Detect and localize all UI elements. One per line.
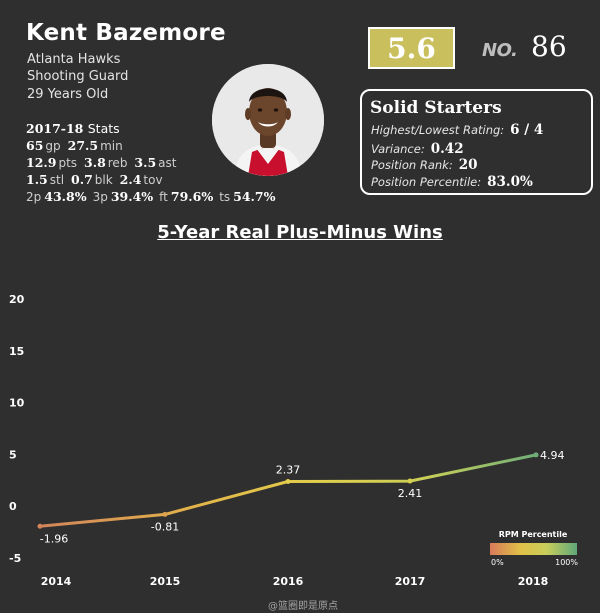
- x-tick-label: 2016: [273, 575, 304, 588]
- data-point: [533, 452, 539, 458]
- tier-row-variance: Variance: 0.42: [371, 141, 464, 157]
- tier-row-value: 0.42: [430, 141, 464, 157]
- stat-pts-label: pts: [58, 156, 78, 170]
- x-tick-label: 2014: [41, 575, 72, 588]
- rank-label: NO.: [482, 40, 518, 61]
- tier-row-rating-range: Highest/Lowest Rating: 6 / 4: [371, 122, 543, 138]
- tier-row-label: Variance:: [371, 142, 425, 156]
- data-label: -0.81: [151, 520, 179, 533]
- stats-line-games: 65 gp 27.5 min: [26, 138, 126, 153]
- x-tick-label: 2018: [518, 575, 549, 588]
- legend-min-label: 0%: [491, 558, 504, 567]
- stat-blk: 0.7: [71, 172, 93, 187]
- tier-row-label: Position Rank:: [371, 158, 453, 172]
- tier-row-value: 20: [458, 157, 478, 173]
- stat-reb: 3.8: [84, 155, 106, 170]
- data-point: [285, 478, 291, 484]
- player-portrait-icon: [212, 64, 324, 176]
- season-stats-header: 2017-18 Stats: [26, 121, 120, 136]
- stat-blk-label: blk: [94, 173, 113, 187]
- season-stats-label: Stats: [87, 121, 120, 136]
- tier-row-position-percentile: Position Percentile: 83.0%: [371, 174, 533, 190]
- stat-ts-label: ts: [219, 190, 231, 204]
- legend-color-bar: [490, 543, 577, 555]
- data-label: 4.94: [540, 449, 565, 462]
- y-tick-label: 0: [9, 500, 17, 513]
- tier-row-label: Position Percentile:: [371, 175, 482, 189]
- data-label: 2.41: [398, 487, 423, 500]
- tier-row-value: 6 / 4: [510, 122, 544, 138]
- stat-2p-label: 2p: [26, 190, 42, 204]
- tier-row-label: Highest/Lowest Rating:: [371, 123, 505, 137]
- stat-3p: 39.4%: [110, 189, 154, 204]
- y-tick-label: 5: [9, 448, 17, 461]
- season-year: 2017-18: [26, 121, 84, 136]
- data-label: -1.96: [40, 532, 68, 545]
- watermark: @篮圈即是原点: [268, 601, 338, 612]
- player-age: 29 Years Old: [27, 87, 109, 102]
- stats-line-scoring: 12.9 pts 3.8 reb 3.5 ast: [26, 155, 179, 170]
- stat-ast-label: ast: [158, 156, 177, 170]
- x-tick-label: 2015: [150, 575, 181, 588]
- stat-stl: 1.5: [26, 172, 48, 187]
- tier-row-position-rank: Position Rank: 20: [371, 157, 478, 173]
- chart-title: 5-Year Real Plus-Minus Wins: [157, 222, 443, 243]
- stat-ast: 3.5: [134, 155, 157, 170]
- y-tick-label: 15: [9, 345, 24, 358]
- y-tick-label: 20: [9, 293, 25, 306]
- x-tick-label: 2017: [395, 575, 426, 588]
- stat-pts: 12.9: [26, 155, 57, 170]
- stat-gp-label: gp: [45, 139, 61, 153]
- stat-min-label: min: [100, 139, 123, 153]
- data-point: [162, 511, 168, 517]
- player-position: Shooting Guard: [27, 69, 129, 84]
- data-label: 2.37: [276, 463, 301, 476]
- tier-row-value: 83.0%: [487, 174, 533, 190]
- stat-ft: 79.6%: [170, 189, 214, 204]
- player-rating-badge: 5.6: [368, 27, 455, 69]
- stats-line-defense: 1.5 stl 0.7 blk 2.4 tov: [26, 172, 166, 187]
- y-tick-label: -5: [9, 552, 21, 565]
- stats-line-shooting: 2p 43.8% 3p 39.4% ft 79.6% ts 54.7%: [26, 189, 275, 204]
- player-name: Kent Bazemore: [26, 20, 226, 46]
- rank-number: 86: [531, 30, 567, 63]
- rpm-percentile-legend: RPM Percentile 0% 100%: [490, 530, 578, 567]
- stat-stl-label: stl: [49, 173, 65, 187]
- stat-reb-label: reb: [107, 156, 128, 170]
- data-point: [37, 523, 43, 529]
- stat-min: 27.5: [67, 138, 99, 153]
- stat-ts: 54.7%: [233, 189, 276, 204]
- stat-ft-label: ft: [159, 190, 168, 204]
- stat-tov: 2.4: [119, 172, 142, 187]
- legend-max-label: 100%: [555, 558, 578, 567]
- stat-3p-label: 3p: [92, 190, 108, 204]
- stat-2p: 43.8%: [44, 189, 87, 204]
- tier-panel: [360, 89, 593, 195]
- stat-tov-label: tov: [143, 173, 163, 187]
- tier-title: Solid Starters: [370, 98, 502, 118]
- player-avatar: [212, 64, 324, 176]
- y-tick-label: 10: [9, 397, 25, 410]
- data-point: [407, 478, 413, 484]
- team-name: Atlanta Hawks: [27, 52, 121, 67]
- legend-title: RPM Percentile: [499, 530, 568, 539]
- stat-gp: 65: [26, 138, 44, 153]
